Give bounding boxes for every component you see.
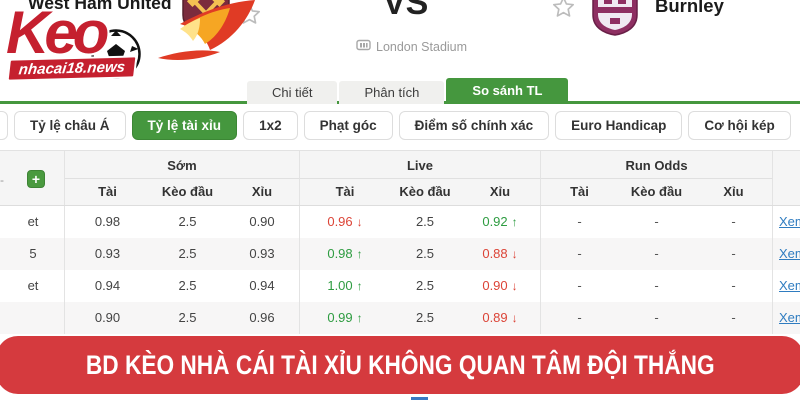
odds-value: 0.89: [460, 302, 541, 334]
odds-value: 2.5: [415, 214, 435, 229]
odds-value: -: [577, 310, 582, 325]
col-live-xiu: Xỉu: [460, 179, 541, 205]
home-team-name: West Ham United: [28, 0, 172, 13]
headline-banner: BD KÈO NHÀ CÁI TÀI XỈU KHÔNG QUAN TÂM ĐỘ…: [0, 336, 800, 394]
col-som-keo-dau: Kèo đầu: [161, 184, 214, 199]
view-link[interactable]: Xem: [779, 278, 800, 293]
soccer-ball-icon: [90, 28, 142, 85]
odds-value: -: [577, 246, 582, 261]
vs-label: VS: [383, 0, 429, 22]
tab-so-sanh-tl[interactable]: So sánh TL: [446, 78, 569, 104]
tab-bar: Chi tiết Phân tích So sánh TL: [247, 78, 570, 104]
odds-value: 2.5: [415, 278, 435, 293]
away-team-crest-icon: [590, 0, 640, 41]
bookmaker-name: et: [0, 270, 65, 302]
table-row: 0.90 2.5 0.96 0.99 2.5 0.89 - - - Xem: [0, 302, 800, 334]
odds-value: 2.5: [178, 278, 197, 293]
view-link[interactable]: Xem: [779, 310, 800, 325]
filter-clipped-button[interactable]: [0, 111, 8, 140]
odds-value: 0.94: [94, 278, 121, 293]
odds-value: -: [695, 270, 773, 302]
odds-value: 0.90: [94, 310, 121, 325]
favorite-star-icon[interactable]: [237, 2, 262, 32]
odds-value: 0.98: [94, 214, 121, 229]
bookmaker-subheader: [0, 179, 65, 205]
filter-ty-le-tai-xiu[interactable]: Tỷ lệ tài xỉu: [131, 111, 238, 140]
odds-value: -: [654, 278, 659, 293]
odds-value: -: [695, 238, 773, 270]
odds-value: 0.90: [460, 270, 541, 302]
group-header-run-odds: Run Odds: [541, 151, 773, 179]
odds-value: 0.96: [300, 206, 390, 238]
col-live-keo-dau: Kèo đầu: [399, 184, 451, 199]
venue-name: London Stadium: [376, 39, 468, 54]
odds-value: 2.5: [415, 246, 435, 261]
view-link[interactable]: Xem: [779, 246, 800, 261]
view-subheader: [773, 179, 800, 205]
odds-value: 0.88: [460, 238, 541, 270]
filter-diem-so-chinh-xac[interactable]: Điểm số chính xác: [398, 111, 550, 140]
odds-value: -: [695, 206, 773, 238]
odds-value: 2.5: [178, 214, 197, 229]
group-header-live: Live: [300, 151, 541, 179]
odds-value: -: [577, 278, 582, 293]
odds-filter-bar: Tỷ lệ châu Á Tỷ lệ tài xỉu 1x2 Phạt góc …: [0, 111, 791, 140]
headline-text: BD KÈO NHÀ CÁI TÀI XỈU KHÔNG QUAN TÂM ĐỘ…: [85, 349, 715, 380]
clipped-link-fragment: [411, 397, 428, 400]
tab-chi-tiet[interactable]: Chi tiết: [247, 81, 338, 104]
odds-value: 0.92: [460, 206, 541, 238]
odds-value: -: [654, 310, 659, 325]
odds-comparison-table: Sớm Live Run Odds Tài Kèo đầu Xỉu Tài Kè…: [0, 150, 800, 334]
clipped-header-text: -: [0, 173, 4, 187]
tab-phan-tich[interactable]: Phân tích: [339, 81, 445, 104]
home-team-crest-icon: [180, 0, 232, 40]
col-som-xiu: Xỉu: [225, 179, 300, 205]
favorite-star-icon[interactable]: [551, 0, 576, 25]
odds-value: -: [577, 214, 582, 229]
odds-value: 0.96: [225, 302, 300, 334]
filter-co-hoi-kep[interactable]: Cơ hội kép: [688, 111, 791, 140]
add-bookmaker-button[interactable]: +: [27, 170, 45, 188]
odds-value: 0.93: [225, 238, 300, 270]
odds-value: 0.94: [225, 270, 300, 302]
col-run-tai: Tài: [570, 184, 589, 199]
bookmaker-name: et: [0, 206, 65, 238]
table-row: 5 0.93 2.5 0.93 0.98 2.5 0.88 - - - Xem: [0, 238, 800, 270]
bookmaker-name: 5: [0, 238, 65, 270]
odds-value: 0.99: [300, 302, 390, 334]
odds-value: -: [654, 214, 659, 229]
stadium-icon: [356, 39, 371, 54]
filter-euro-handicap[interactable]: Euro Handicap: [555, 111, 683, 140]
odds-value: -: [695, 302, 773, 334]
col-live-tai: Tài: [335, 184, 355, 199]
col-run-xiu: Xỉu: [695, 179, 773, 205]
odds-value: 0.93: [94, 246, 121, 261]
odds-value: 2.5: [415, 310, 435, 325]
venue: London Stadium: [356, 39, 467, 54]
filter-phat-goc[interactable]: Phạt góc: [303, 111, 393, 140]
bookmaker-name: [0, 302, 65, 334]
view-link[interactable]: Xem: [779, 214, 800, 229]
odds-value: 0.90: [225, 206, 300, 238]
view-column-header: [773, 151, 800, 179]
odds-value: -: [654, 246, 659, 261]
odds-value: 2.5: [178, 310, 197, 325]
col-run-keo-dau: Kèo đầu: [630, 184, 683, 199]
site-url-banner: nhacai18.news: [6, 55, 138, 82]
group-header-som: Sớm: [65, 151, 300, 179]
odds-value: 2.5: [178, 246, 197, 261]
bookmaker-column-header: [0, 151, 65, 179]
col-som-tai: Tài: [98, 184, 117, 199]
table-row: et 0.94 2.5 0.94 1.00 2.5 0.90 - - - Xem: [0, 270, 800, 302]
away-team-name: Burnley: [655, 0, 724, 16]
odds-value: 0.98: [300, 238, 390, 270]
table-header: Sớm Live Run Odds Tài Kèo đầu Xỉu Tài Kè…: [0, 150, 800, 206]
odds-value: 1.00: [300, 270, 390, 302]
filter-ty-le-chau-a[interactable]: Tỷ lệ châu Á: [14, 111, 126, 140]
filter-1x2[interactable]: 1x2: [243, 111, 298, 140]
table-row: et 0.98 2.5 0.90 0.96 2.5 0.92 - - - Xem: [0, 206, 800, 238]
